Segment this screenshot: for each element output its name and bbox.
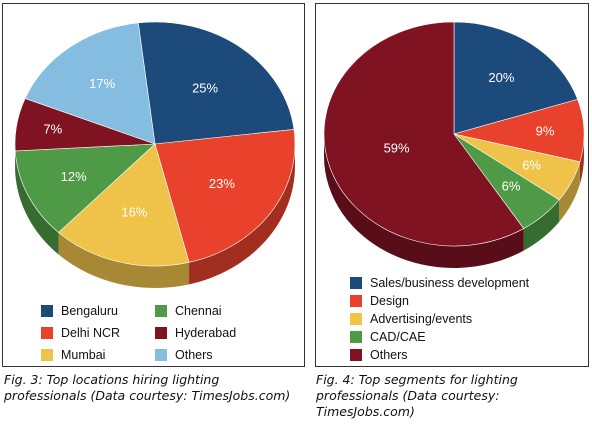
legend-swatch-chennai [155,305,167,317]
pie1-side-delhi-ncr [189,144,295,285]
pie1-slice-delhi-ncr [154,129,296,263]
chart-panel-locations: 25% 23% 16% 12% 7% 17% Bengaluru Delhi NCR Mumb… [2,3,305,367]
pie1-label-mumbai: 16% [121,204,147,219]
legend-label: Others [370,348,408,362]
pie1-label-others: 17% [89,76,115,91]
figure-caption-3: Fig. 3: Top locations hiring lighting pr… [4,372,291,403]
pie2-label-advertising-events: 6% [522,158,541,173]
legend-label: Hyderabad [175,326,237,340]
legend-label: Design [370,294,409,308]
legend-swatch-advertising-events [350,313,362,325]
pie1-slice-mumbai [58,143,190,267]
pie2-label-sales-business-development: 20% [488,70,514,85]
pie2-slice-others [323,21,525,247]
legend-label: Delhi NCR [61,326,121,340]
legend-item-advertising-events: Advertising/events [350,312,472,326]
legend-item-design: Design [350,294,409,308]
pie1-label-chennai: 12% [61,169,87,184]
legend-swatch-others [155,349,167,361]
pie1-label-delhi-ncr: 23% [209,176,235,191]
pie1-slice-bengaluru [137,21,295,145]
legend-item-delhi-ncr: Delhi NCR [41,326,120,340]
legend-item-mumbai: Mumbai [41,348,105,362]
legend-swatch-mumbai [41,349,53,361]
pie1-label-hyderabad: 7% [43,121,62,136]
pie2-side-cad-cae [523,199,560,251]
legend-swatch-cad-cae [350,331,362,343]
legend-label: Advertising/events [370,312,473,326]
pie-chart-segments: 20% 9% 6%6% 59% [323,21,585,268]
legend-item-others: Others [350,348,408,362]
legend-item-bengaluru: Bengaluru [41,304,118,318]
legend-swatch-others [350,349,362,361]
pie2-label-others: 59% [384,140,410,155]
legend-item-sales-business-development: Sales/business development [350,276,529,290]
legend-label: Sales/business development [370,276,530,290]
pie1-slice-others [24,22,156,145]
pie2-side-others [324,134,524,268]
pie2-side-advertising-events [559,161,580,222]
pie1-side-mumbai [58,232,190,288]
figure-caption-4: Fig. 4: Top segments for lighting profes… [316,372,518,419]
legend-item-chennai: Chennai [155,304,222,318]
legend-item-hyderabad: Hyderabad [155,326,236,340]
legend-label: Bengaluru [61,304,118,318]
pie2-label-cad-cae: 6% [502,178,521,193]
legend-swatch-design [350,295,362,307]
legend-item-others: Others [155,348,213,362]
legend-swatch-bengaluru [41,305,53,317]
legend-label: Chennai [175,304,222,318]
pie2-slice-sales-business-development [453,21,579,135]
legend-item-cad-cae: CAD/CAE [350,330,426,344]
pie-chart-locations: 25% 23% 16% 12% 7% 17% [14,21,296,288]
legend-swatch-hyderabad [155,327,167,339]
pie1-slice-chennai [14,143,156,233]
legend-label: CAD/CAE [370,330,426,344]
chart-panel-segments: 20% 9% 6% 6% 59% Sales/business development D… [315,3,589,367]
legend-swatch-sales-business-development [350,277,362,289]
pie1-label-bengaluru: 25% [192,80,218,95]
pie2-side-design [579,134,584,184]
pie2-label-design: 9% [536,124,555,139]
legend-label: Mumbai [61,348,106,362]
pie1-side-chennai [15,150,59,255]
legend-swatch-delhi-ncr [41,327,53,339]
legend-label: Others [175,348,213,362]
